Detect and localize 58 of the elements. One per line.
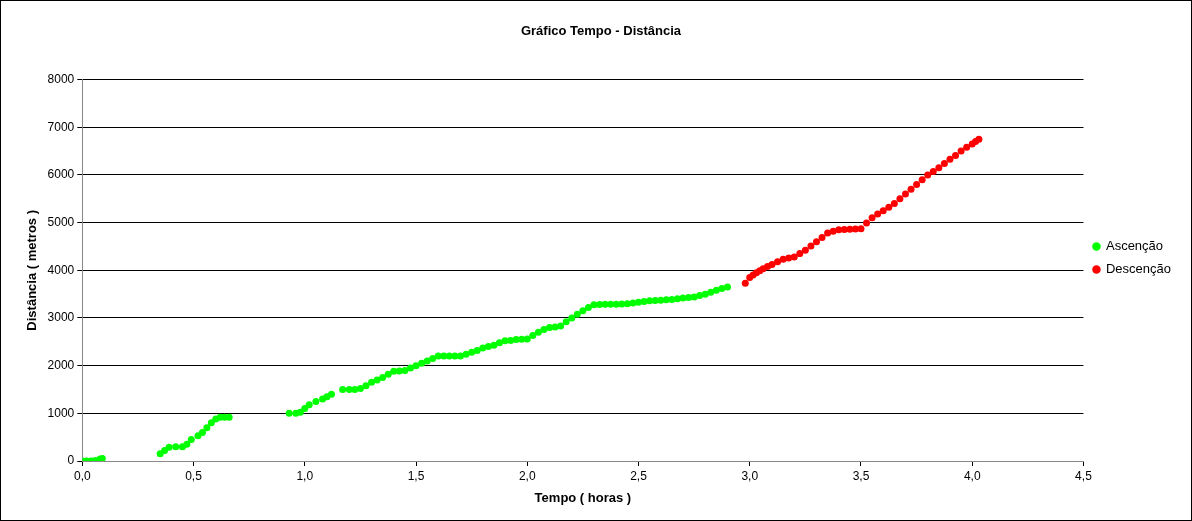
y-tick-label: 6000 <box>47 167 75 182</box>
x-tick-label: 3,5 <box>852 468 870 483</box>
point <box>824 229 832 237</box>
x-axis-title: Tempo ( horas ) <box>534 489 632 505</box>
point <box>835 226 843 234</box>
x-tick-label: 0,5 <box>185 468 203 483</box>
point <box>868 214 876 222</box>
point <box>890 200 898 208</box>
point <box>957 147 965 155</box>
legend-label: Descenção <box>1105 261 1172 277</box>
chart-title: Gráfico Tempo - Distância <box>520 23 682 39</box>
point <box>952 151 960 159</box>
y-tick-label: 1000 <box>47 405 75 420</box>
y-tick-label: 0 <box>67 453 75 468</box>
x-tick-label: 2,5 <box>630 468 648 483</box>
point <box>940 160 948 168</box>
point <box>946 155 954 163</box>
point <box>774 258 782 266</box>
point <box>935 164 943 172</box>
point <box>785 254 793 262</box>
x-tick-label: 4,5 <box>1075 468 1093 483</box>
x-tick-label: 4,0 <box>963 468 981 483</box>
point <box>913 180 921 188</box>
y-axis-title: Distância ( metros ) <box>24 209 40 331</box>
point <box>796 250 804 258</box>
legend-label: Ascenção <box>1105 238 1164 254</box>
point <box>768 261 776 269</box>
y-tick-label: 4000 <box>47 262 75 277</box>
y-tick-label: 8000 <box>47 71 75 86</box>
x-tick-label: 2,0 <box>518 468 536 483</box>
y-tick-label: 5000 <box>47 214 75 229</box>
point <box>963 143 971 151</box>
point <box>807 242 815 250</box>
point <box>812 238 820 246</box>
point <box>879 207 887 215</box>
y-tick-label: 7000 <box>47 119 75 134</box>
x-tick-label: 1,5 <box>407 468 425 483</box>
point <box>857 225 865 233</box>
point <box>924 171 932 179</box>
y-tick-label: 2000 <box>47 357 75 372</box>
point <box>874 210 882 218</box>
point <box>901 190 909 198</box>
point <box>741 279 749 287</box>
point <box>907 185 915 193</box>
point <box>846 225 854 233</box>
point <box>851 225 859 233</box>
point <box>818 233 826 241</box>
point <box>863 219 871 227</box>
y-tick-label: 3000 <box>47 310 75 325</box>
point <box>929 168 937 176</box>
point <box>896 195 904 203</box>
x-tick-label: 1,0 <box>296 468 314 483</box>
point <box>885 203 893 211</box>
x-tick-label: 3,0 <box>741 468 759 483</box>
point <box>790 253 798 261</box>
point <box>801 246 809 254</box>
point <box>918 176 926 184</box>
x-tick-label: 0,0 <box>73 468 91 483</box>
